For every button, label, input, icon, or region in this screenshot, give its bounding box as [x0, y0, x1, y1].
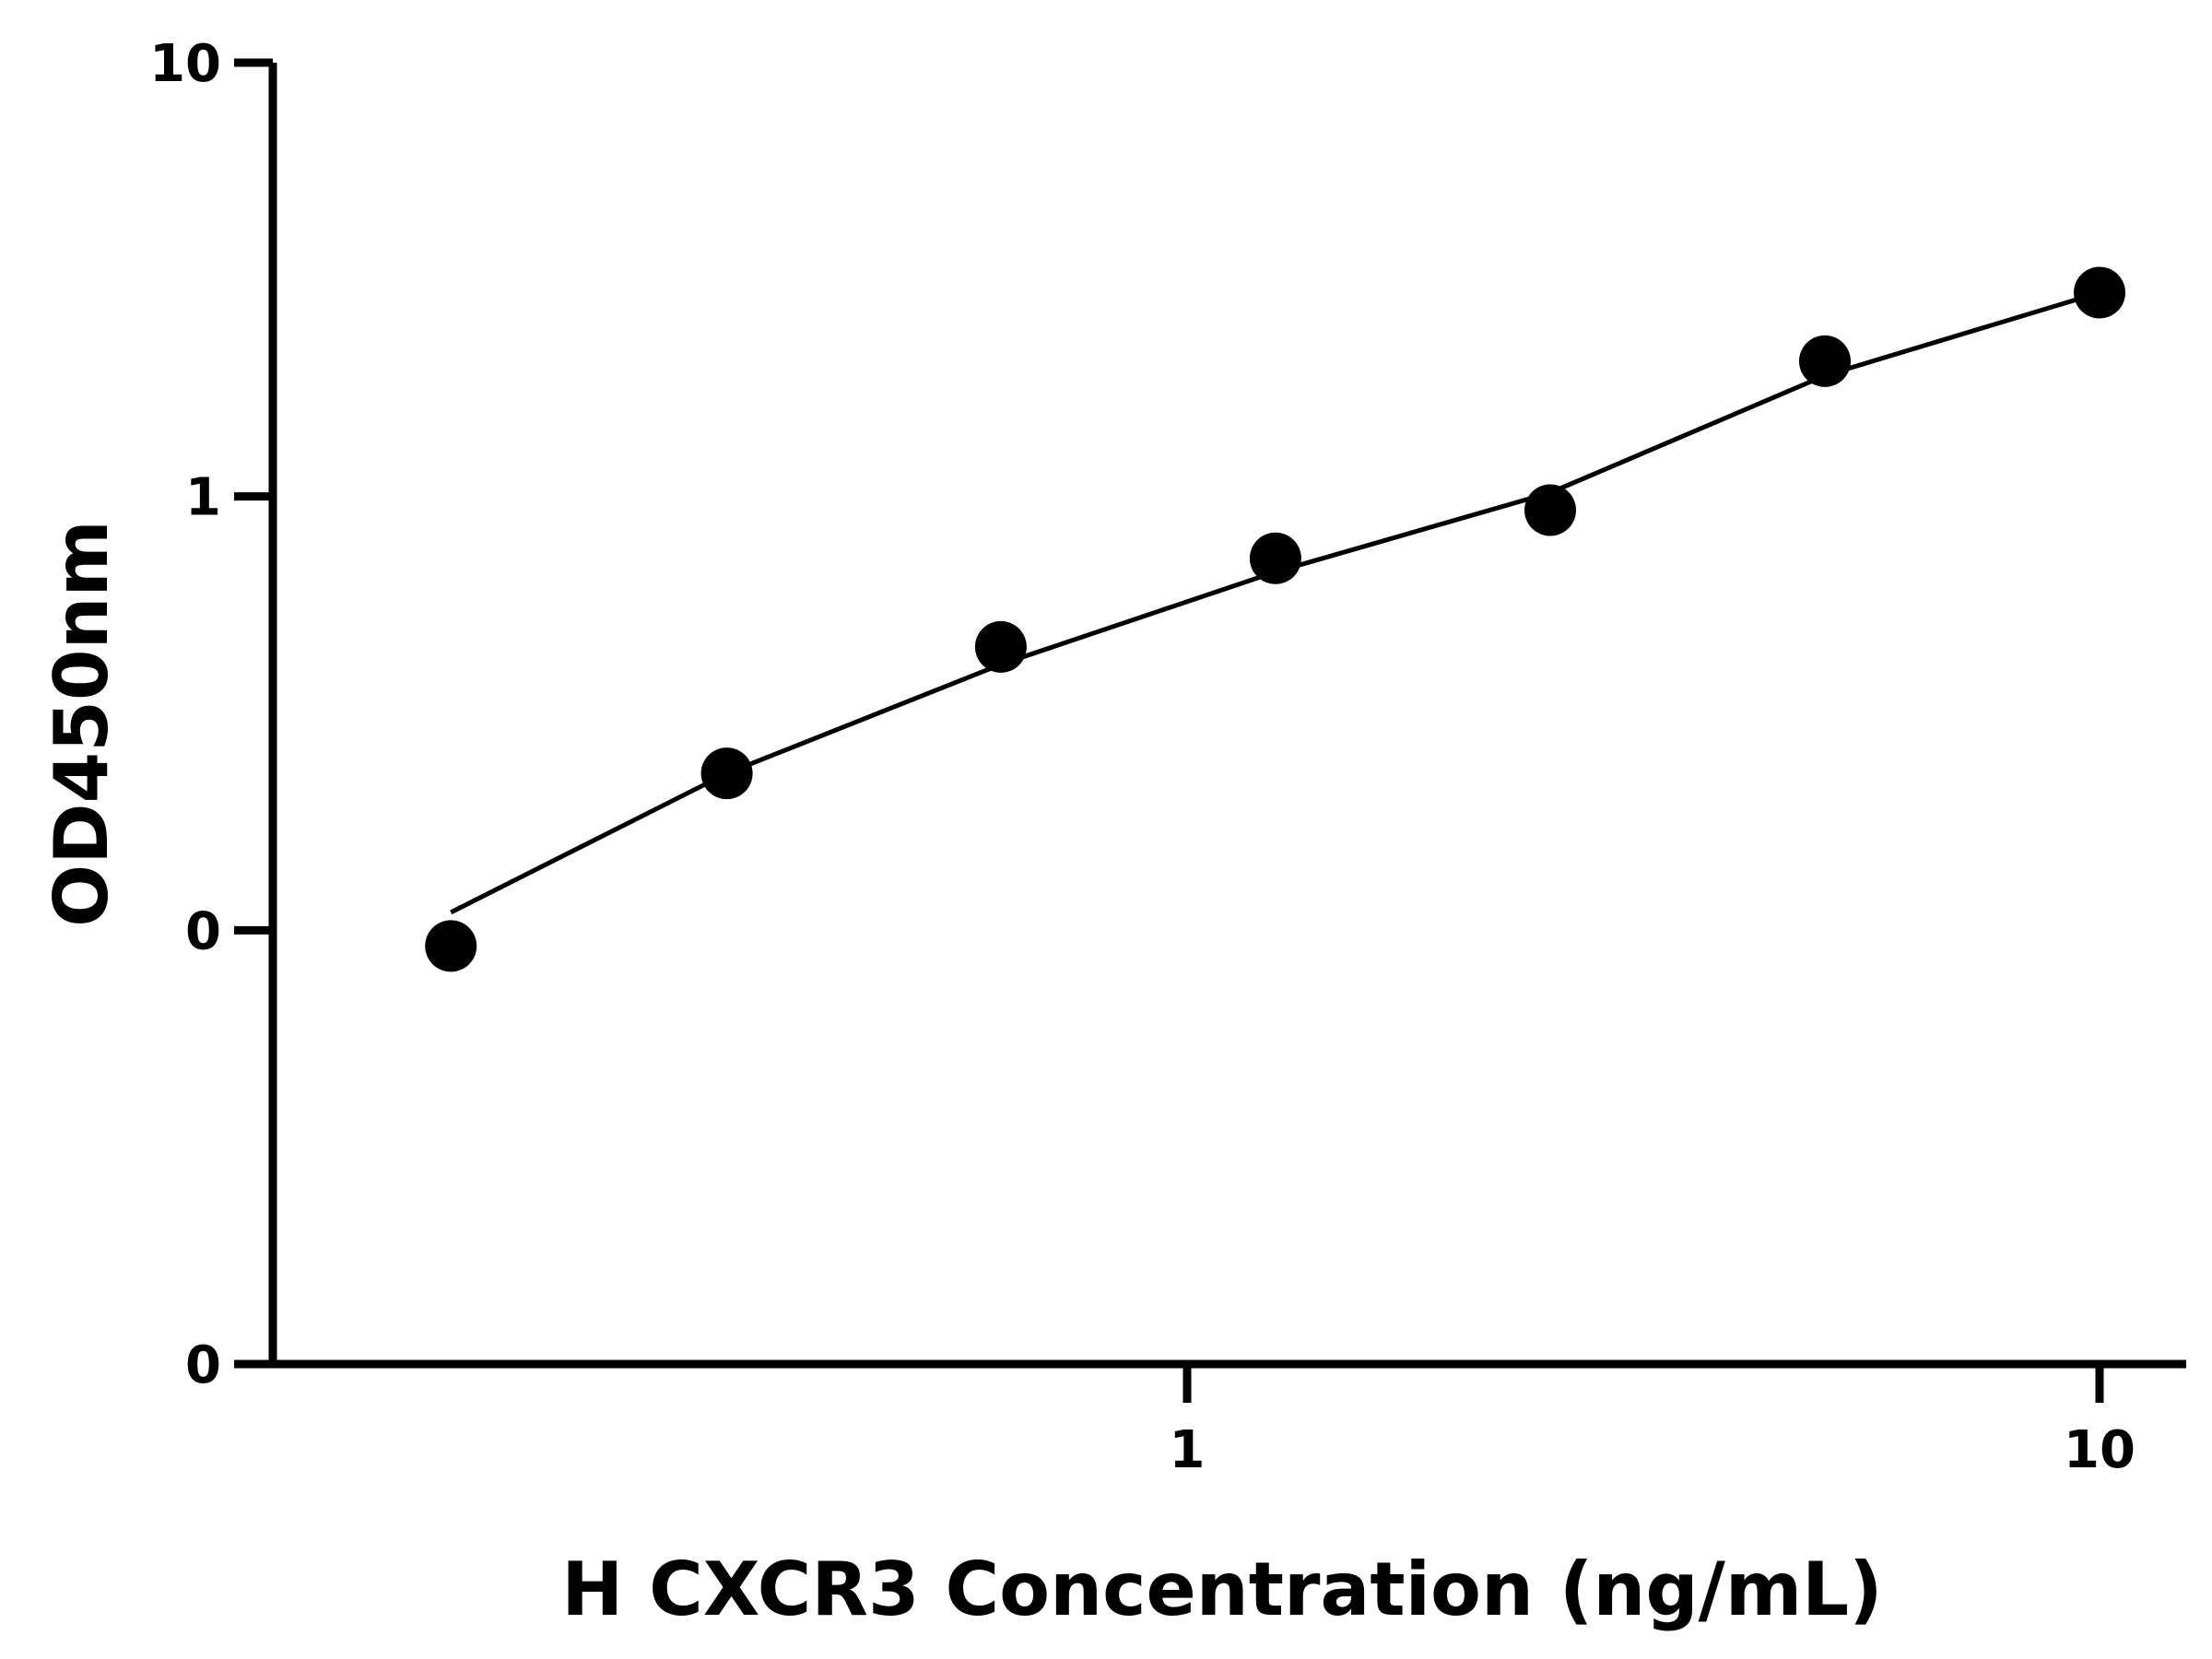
axes [268, 63, 2186, 1369]
data-point [1524, 484, 1576, 536]
data-point [1799, 335, 1851, 387]
y-tick-label: 0 [185, 901, 221, 961]
x-axis-label: H CXCR3 Concentration (ng/mL) [561, 1547, 1882, 1632]
x-tick-label: 1 [1170, 1420, 1206, 1480]
y-tick-label: 1 [185, 468, 221, 528]
y-tick-label: 0 [185, 1335, 221, 1395]
ticks: 001100110 [149, 34, 2136, 1480]
data-point [700, 747, 753, 800]
fit-curve-group [450, 290, 2100, 915]
data-point [425, 920, 477, 972]
data-point [2074, 266, 2125, 319]
y-axis-label: OD450nm [39, 520, 124, 927]
data-point [1249, 532, 1301, 584]
x-tick-label: 10 [2064, 1420, 2136, 1480]
fit-curve [450, 290, 2100, 915]
data-points [425, 266, 2125, 972]
data-point [974, 620, 1027, 673]
y-tick-label: 10 [149, 34, 221, 94]
